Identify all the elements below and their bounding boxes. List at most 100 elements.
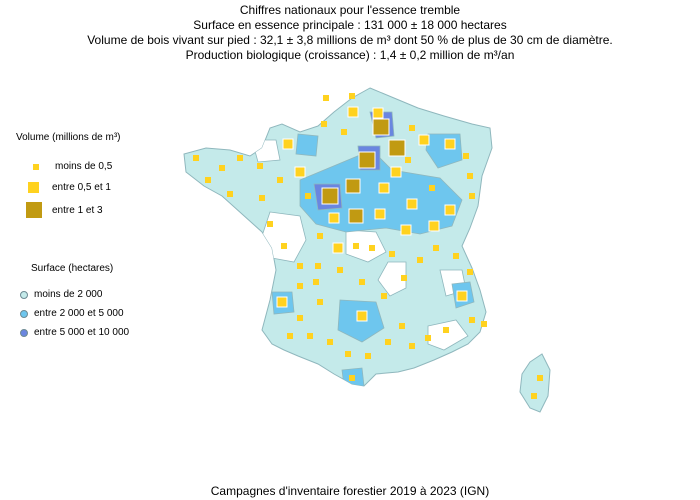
volume-marker-small: [359, 279, 365, 285]
volume-marker-small: [327, 339, 333, 345]
volume-markers: [193, 93, 543, 399]
volume-marker-small: [337, 267, 343, 273]
volume-marker-small: [315, 263, 321, 269]
volume-marker-small: [297, 263, 303, 269]
volume-marker-small: [389, 251, 395, 257]
volume-marker-small: [323, 95, 329, 101]
volume-marker-small: [317, 233, 323, 239]
volume-marker-medium: [347, 106, 359, 118]
volume-marker-small: [365, 353, 371, 359]
volume-marker-medium: [406, 198, 418, 210]
surface-legend-item-mid: entre 2 000 et 5 000: [20, 308, 124, 319]
high-surface-icon: [20, 328, 28, 337]
volume-marker-medium: [282, 138, 294, 150]
volume-marker-medium: [378, 182, 390, 194]
volume-marker-small: [443, 327, 449, 333]
volume-marker-large: [348, 208, 364, 224]
volume-marker-small: [453, 253, 459, 259]
volume-marker-medium: [418, 134, 430, 146]
volume-marker-small: [531, 393, 537, 399]
volume-marker-small: [463, 153, 469, 159]
surface-legend-item-low: moins de 2 000: [20, 289, 102, 300]
volume-legend-item-medium: entre 0,5 et 1: [28, 182, 111, 193]
footer-source: Campagnes d'inventaire forestier 2019 à …: [210, 484, 490, 498]
volume-marker-medium: [374, 208, 386, 220]
volume-summary: Volume de bois vivant sur pied : 32,1 ± …: [87, 33, 613, 47]
production-summary: Production biologique (croissance) : 1,4…: [185, 48, 515, 62]
volume-marker-small: [399, 323, 405, 329]
surface-summary: Surface en essence principale : 131 000 …: [193, 18, 507, 32]
department-no-data: [345, 229, 387, 263]
volume-marker-small: [227, 191, 233, 197]
surface-legend-title: Surface (hectares): [31, 263, 114, 274]
volume-marker-medium: [428, 220, 440, 232]
volume-marker-medium: [276, 296, 288, 308]
volume-marker-large: [321, 187, 339, 205]
volume-marker-large: [372, 118, 390, 136]
small-square-icon: [33, 163, 39, 170]
volume-marker-small: [481, 321, 487, 327]
volume-marker-small: [341, 129, 347, 135]
volume-legend-title: Volume (millions de m³): [16, 132, 121, 143]
volume-marker-small: [349, 375, 355, 381]
volume-marker-small: [237, 155, 243, 161]
volume-marker-medium: [390, 166, 402, 178]
volume-marker-small: [257, 163, 263, 169]
volume-marker-small: [313, 279, 319, 285]
volume-marker-small: [287, 333, 293, 339]
map-title: Chiffres nationaux pour l'essence trembl…: [239, 3, 461, 17]
volume-marker-medium: [372, 107, 384, 119]
volume-marker-small: [467, 269, 473, 275]
volume-marker-medium: [400, 224, 412, 236]
volume-marker-small: [409, 125, 415, 131]
header: Chiffres nationaux pour l'essence trembl…: [0, 3, 700, 63]
medium-square-icon: [28, 182, 39, 193]
volume-marker-medium: [332, 242, 344, 254]
volume-marker-large: [358, 151, 376, 169]
volume-marker-medium: [356, 310, 368, 322]
department-surface-mid: [295, 133, 319, 157]
low-surface-icon: [20, 290, 28, 299]
volume-marker-small: [429, 185, 435, 191]
volume-marker-small: [369, 245, 375, 251]
volume-marker-small: [467, 173, 473, 179]
volume-marker-medium: [444, 138, 456, 150]
volume-marker-small: [405, 157, 411, 163]
volume-marker-small: [307, 333, 313, 339]
volume-marker-small: [469, 193, 475, 199]
volume-marker-small: [425, 335, 431, 341]
mid-surface-icon: [20, 309, 28, 318]
surface-legend-item-high: entre 5 000 et 10 000: [20, 327, 129, 338]
volume-marker-small: [259, 195, 265, 201]
volume-marker-small: [381, 293, 387, 299]
volume-marker-small: [469, 317, 475, 323]
volume-marker-small: [219, 165, 225, 171]
volume-marker-small: [353, 243, 359, 249]
volume-marker-small: [305, 193, 311, 199]
volume-marker-medium: [294, 166, 306, 178]
large-square-icon: [26, 202, 42, 218]
volume-marker-small: [433, 245, 439, 251]
volume-marker-small: [345, 351, 351, 357]
volume-marker-small: [349, 93, 355, 99]
department-no-data: [377, 261, 407, 297]
volume-legend-item-small: moins de 0,5: [30, 161, 112, 172]
volume-marker-small: [385, 339, 391, 345]
volume-marker-small: [297, 315, 303, 321]
volume-marker-small: [409, 343, 415, 349]
corsica-shape: [519, 353, 551, 413]
volume-marker-large: [388, 139, 406, 157]
volume-marker-small: [321, 121, 327, 127]
volume-marker-large: [345, 178, 361, 194]
volume-marker-small: [277, 177, 283, 183]
volume-marker-medium: [444, 204, 456, 216]
volume-marker-small: [401, 275, 407, 281]
volume-marker-small: [193, 155, 199, 161]
volume-marker-small: [205, 177, 211, 183]
volume-marker-small: [281, 243, 287, 249]
volume-marker-small: [267, 221, 273, 227]
volume-marker-medium: [328, 212, 340, 224]
volume-legend-item-large: entre 1 et 3: [26, 202, 103, 218]
volume-marker-small: [297, 283, 303, 289]
